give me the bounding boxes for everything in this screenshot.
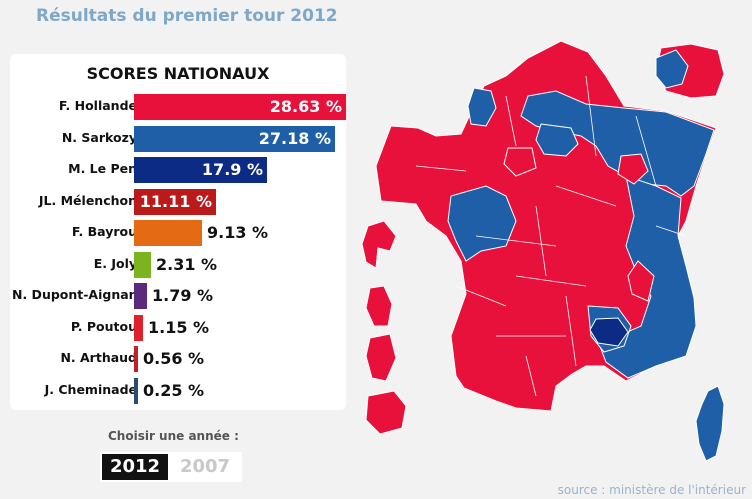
scores-panel: SCORES NATIONAUX F. Hollande 28.63 % N. Sa…	[10, 54, 346, 410]
year-selector: 2012 2007	[100, 452, 242, 482]
region-manche	[467, 87, 497, 127]
page-title: Résultats du premier tour 2012	[36, 6, 338, 26]
score-row: J. Cheminade 0.25 %	[10, 377, 346, 404]
score-value: 1.79 %	[152, 286, 214, 305]
score-value: 0.25 %	[143, 380, 205, 400]
score-bar: 11.11 %	[134, 188, 216, 215]
score-row: N. Sarkozy 27.18 %	[10, 125, 346, 152]
department-lines	[415, 75, 687, 397]
score-row: N. Dupont-Aignan 1.79 %	[10, 283, 346, 309]
candidate-name: F. Bayrou	[71, 224, 137, 239]
candidate-name: N. Dupont-Aignan	[12, 287, 138, 302]
score-row: F. Hollande 28.63 %	[10, 94, 346, 120]
france-map[interactable]	[356, 36, 746, 476]
score-row: P. Poutou 1.15 %	[10, 314, 346, 341]
score-bar	[134, 283, 147, 309]
overseas-martinique	[365, 285, 393, 327]
score-value: 9.13 %	[207, 223, 269, 242]
red-east-pocket	[627, 260, 655, 302]
candidate-name: F. Hollande	[58, 98, 137, 113]
region-west	[447, 185, 517, 262]
candidate-name: J. Cheminade	[44, 381, 137, 397]
score-bar	[134, 220, 202, 246]
score-value: 11.11 %	[139, 191, 212, 211]
idf-inset-blue	[655, 49, 689, 89]
candidate-name: M. Le Pen	[68, 161, 137, 176]
score-bar: 17.9 %	[134, 157, 267, 183]
score-bar	[134, 346, 138, 372]
score-value: 27.18 %	[258, 128, 331, 148]
year-2007-button[interactable]: 2007	[170, 454, 240, 480]
region-vaucluse	[589, 317, 629, 347]
red-center-pocket	[503, 147, 537, 177]
score-value: 1.15 %	[148, 317, 210, 337]
score-bar	[134, 251, 151, 278]
year-2012-button[interactable]: 2012	[102, 454, 168, 480]
score-value: 28.63 %	[269, 97, 342, 116]
score-row: JL. Mélenchon 11.11 %	[10, 188, 346, 215]
score-row: E. Joly 2.31 %	[10, 251, 346, 278]
overseas-guadeloupe	[361, 220, 397, 269]
source-note: source : ministère de l'intérieur	[557, 483, 746, 497]
score-value: 2.31 %	[156, 254, 218, 274]
candidate-name: JL. Mélenchon	[38, 192, 137, 208]
corsica	[695, 385, 725, 462]
candidate-name: E. Joly	[93, 255, 137, 271]
score-bar	[134, 314, 143, 341]
score-value: 0.56 %	[143, 349, 205, 368]
year-selector-label: Choisir une année :	[108, 429, 239, 443]
score-row: F. Bayrou 9.13 %	[10, 220, 346, 246]
candidate-name: N. Sarkozy	[61, 129, 137, 145]
score-row: N. Arthaud 0.56 %	[10, 346, 346, 372]
score-bar: 28.63 %	[134, 94, 346, 120]
panel-title: SCORES NATIONAUX	[86, 64, 270, 83]
score-bar: 27.18 %	[134, 125, 335, 152]
overseas-reunion	[365, 390, 407, 435]
score-row: M. Le Pen 17.9 %	[10, 157, 346, 183]
overseas-guyane	[365, 333, 397, 382]
candidate-name: P. Poutou	[70, 318, 137, 334]
score-bar	[134, 377, 138, 404]
red-lorraine-pocket	[617, 153, 649, 185]
region-paris	[535, 123, 579, 157]
score-value: 17.9 %	[201, 160, 263, 179]
candidate-name: N. Arthaud	[60, 350, 137, 365]
